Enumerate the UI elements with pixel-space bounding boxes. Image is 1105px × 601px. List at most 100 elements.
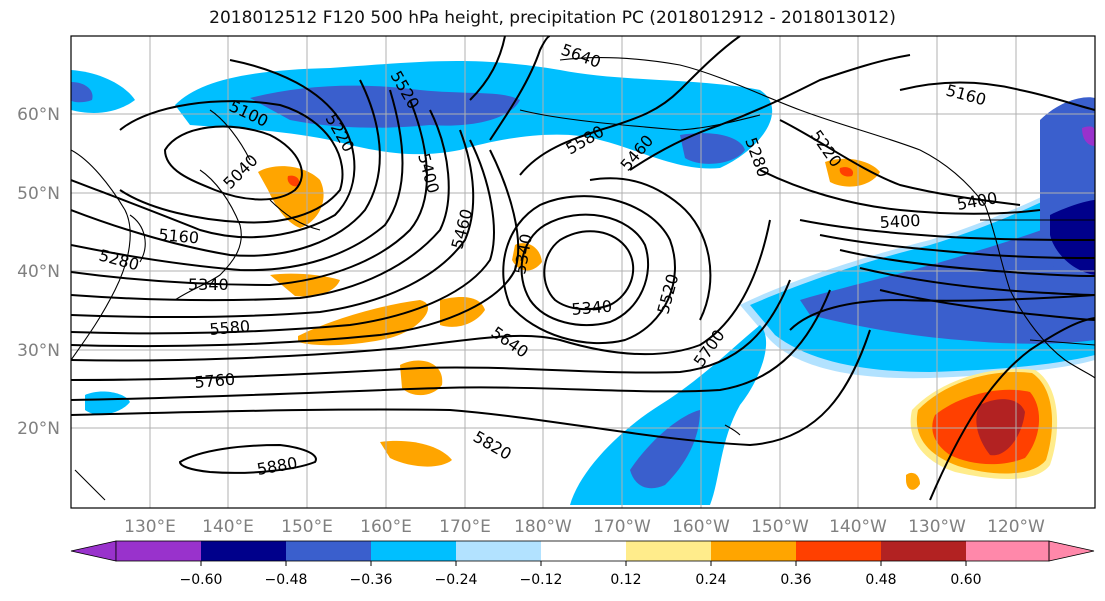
lat-label: 30°N <box>17 341 60 361</box>
colorbar-bin <box>201 541 286 561</box>
contour-label: 5580 <box>209 317 251 339</box>
contour-5640 <box>71 219 771 362</box>
lon-label: 130°E <box>124 517 176 537</box>
precip-area-subtropic-east-core <box>976 399 1025 456</box>
colorbar-bin <box>626 541 711 561</box>
precip-area-central-pacific-4 <box>380 440 452 467</box>
lon-label: 150°W <box>751 517 809 537</box>
lat-label: 20°N <box>17 419 60 439</box>
contour-ridge-5580 <box>519 36 741 176</box>
longitude-labels: 130°E 140°E 150°E 160°E 170°E 180°W 170°… <box>124 517 1045 537</box>
coast-alaska <box>559 56 986 206</box>
contour-gulf-5220 <box>779 119 1021 206</box>
precip-area-midlat-1 <box>270 273 340 297</box>
lon-label: 140°W <box>829 517 887 537</box>
lon-label: 130°W <box>908 517 966 537</box>
colorbar-bin <box>456 541 541 561</box>
precip-area-asia-west-core <box>71 82 93 103</box>
lon-label: 160°W <box>672 517 730 537</box>
contour-east-5520 <box>859 267 1095 296</box>
coast-north-america <box>984 204 1095 379</box>
precip-area-coast-max <box>1050 200 1095 275</box>
contour-east-ridge <box>789 294 1095 331</box>
colorbar-bin <box>796 541 881 561</box>
contour-5340-west <box>71 99 428 287</box>
contour-arctic-5160 <box>899 81 1095 111</box>
lon-label: 140°E <box>202 517 254 537</box>
precip-area-gulf-core <box>680 133 745 164</box>
contour-5760 <box>71 289 831 401</box>
map-title: 2018012512 F120 500 hPa height, precipit… <box>209 8 896 28</box>
lon-label: 180°W <box>514 517 572 537</box>
precip-area-dateline <box>512 243 542 271</box>
contour-label: 5340 <box>188 275 229 294</box>
colorbar-tick-label: 0.48 <box>865 572 896 588</box>
coast-hawaii <box>724 424 741 436</box>
contour-5880 <box>178 443 317 474</box>
lat-label: 40°N <box>17 262 60 282</box>
lat-label: 60°N <box>17 105 60 125</box>
colorbar-tick-label: −0.24 <box>435 572 478 588</box>
coast-kamchatka <box>209 109 251 161</box>
height-contours <box>71 36 1095 501</box>
colorbar-tick-label: 0.24 <box>695 572 726 588</box>
contour-gulf-5280 <box>759 169 1041 215</box>
colorbar-tick-label: −0.36 <box>350 572 393 588</box>
colorbar-extend-high <box>1048 540 1095 562</box>
colorbar-bin <box>541 541 626 561</box>
contour-5820 <box>71 329 871 447</box>
precip-area-japan-core <box>287 175 300 187</box>
colorbar-bin <box>286 541 371 561</box>
coastlines <box>71 56 1095 501</box>
precip-area-coast-peak <box>1082 126 1095 146</box>
contour-low-5340 <box>543 230 635 311</box>
precip-positive-shading <box>258 158 1058 490</box>
precip-area-gulf-core <box>839 167 854 177</box>
contour-5280 <box>71 89 404 272</box>
contour-east-5400 <box>819 234 1095 259</box>
contour-label: 5340 <box>571 297 613 319</box>
coast-aleutians <box>519 109 761 131</box>
lon-label: 170°W <box>593 517 651 537</box>
contour-east-5460 <box>839 249 1095 277</box>
contour-label: 5760 <box>194 370 236 392</box>
coast-philippines <box>74 469 106 501</box>
precip-area-subtropic-small <box>906 472 920 490</box>
contour-5700 <box>71 279 791 381</box>
lat-label: 50°N <box>17 184 60 204</box>
precip-area-subtropical-tongue <box>570 325 767 505</box>
lon-label: 150°E <box>281 517 333 537</box>
contour-ridge-5460 <box>629 54 911 171</box>
colorbar-bin <box>881 541 966 561</box>
contour-5220 <box>71 79 381 257</box>
colorbar-tick-label: 0.36 <box>780 572 811 588</box>
contour-5100 <box>119 100 344 224</box>
colorbar-extend-low <box>70 540 117 562</box>
colorbar-bin <box>711 541 796 561</box>
contour-5040 <box>163 125 303 201</box>
contour-low-5460 <box>502 195 676 344</box>
contour-southeast-ridge <box>929 317 1095 501</box>
map-frame <box>70 35 1096 509</box>
contour-low-5520 <box>589 177 712 321</box>
contour-5400 <box>71 109 450 302</box>
contour-east-5580 <box>879 289 1095 321</box>
lon-label: 160°E <box>360 517 412 537</box>
lon-label: 170°E <box>439 517 491 537</box>
contour-low-5400 <box>520 213 650 326</box>
coast-asia <box>71 149 131 361</box>
contour-5460 <box>71 129 475 318</box>
precip-negative-shading <box>71 61 1095 505</box>
colorbar: −0.60 −0.48 −0.36 −0.24 −0.12 0.12 0.24 … <box>70 540 1095 588</box>
lon-label: 120°W <box>987 517 1045 537</box>
colorbar-tick-label: −0.12 <box>520 572 563 588</box>
contour-5520 <box>71 139 495 335</box>
contour-east-5340 <box>799 219 1095 241</box>
coast-us-mexico <box>1029 339 1095 346</box>
colorbar-bin <box>116 541 201 561</box>
contour-label: 5400 <box>879 211 921 232</box>
contour-5160 <box>71 59 356 239</box>
colorbar-tick-label: 0.12 <box>610 572 641 588</box>
contour-label: 5160 <box>158 225 200 247</box>
